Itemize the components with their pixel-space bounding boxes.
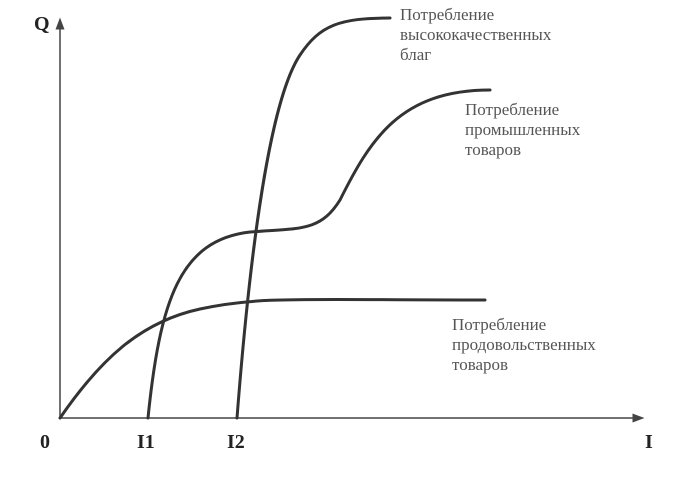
curve-label: высококачественных: [400, 25, 552, 44]
y-axis-label: Q: [34, 13, 50, 35]
curve-label: продовольственных: [452, 335, 596, 354]
x-mark: I2: [227, 431, 245, 453]
curve-label: товаров: [452, 355, 508, 374]
x-mark: I1: [137, 431, 155, 453]
curve-label: благ: [400, 45, 431, 64]
origin-label: 0: [40, 431, 50, 453]
curve-label: промышленных: [465, 120, 581, 139]
curve-label: товаров: [465, 140, 521, 159]
luxury-curve: [235, 16, 392, 420]
curve-label: Потребление: [465, 100, 559, 119]
curve-label: Потребление: [400, 5, 494, 24]
x-axis-label: I: [645, 431, 653, 453]
curve-label: Потребление: [452, 315, 546, 334]
industrial-curve: [146, 88, 492, 420]
food-curve: [58, 297, 487, 420]
